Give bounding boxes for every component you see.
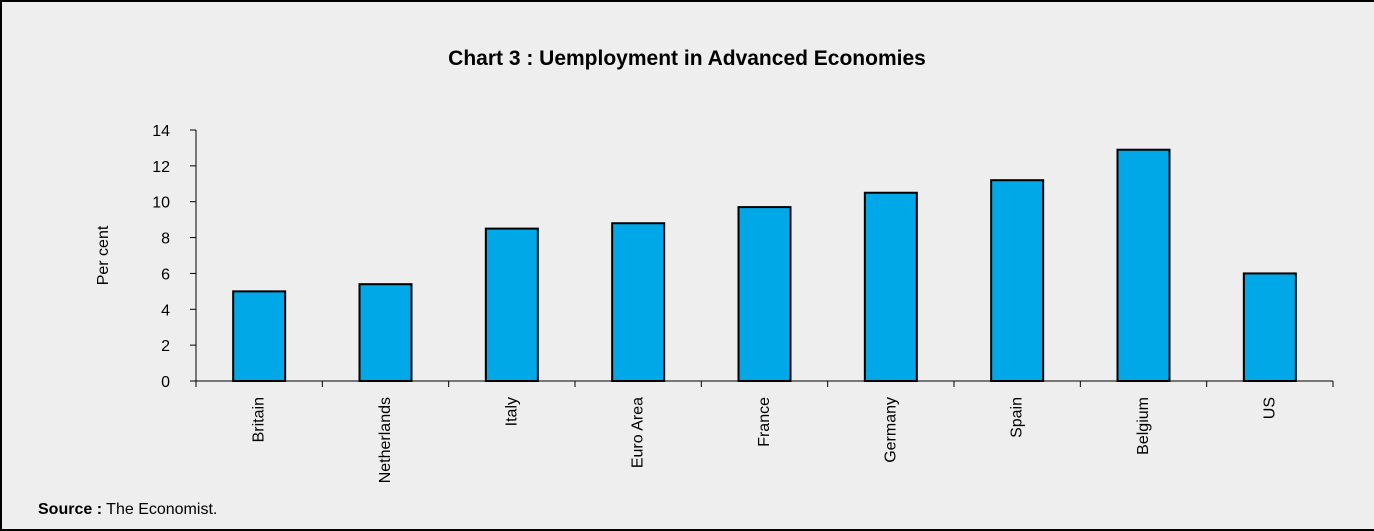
bar-netherlands — [358, 283, 413, 382]
x-tick-label: Germany — [882, 397, 899, 463]
y-tick-label: 10 — [152, 195, 170, 212]
bar-spain — [990, 179, 1045, 382]
x-tick-label: US — [1261, 397, 1278, 419]
bar-france — [737, 206, 792, 382]
y-tick-label: 8 — [161, 231, 170, 248]
bars — [232, 148, 1297, 383]
x-tick-label: France — [756, 397, 773, 447]
x-tick-label: Spain — [1009, 397, 1026, 438]
x-tick-label: Britain — [251, 397, 268, 442]
y-axis-ticks: 0 2 4 6 8 10 12 14 — [152, 123, 196, 391]
y-tick-label: 14 — [152, 123, 170, 140]
x-tick-label: Belgium — [1135, 397, 1152, 455]
x-tick-label: Netherlands — [377, 397, 394, 483]
chart-title: Chart 3 : Uemployment in Advanced Econom… — [448, 47, 926, 70]
bar-belgium — [1116, 148, 1171, 382]
y-axis-label: Per cent — [95, 225, 112, 285]
bar-euro-area — [611, 222, 666, 382]
y-tick-label: 4 — [161, 302, 170, 319]
y-tick-label: 2 — [161, 338, 170, 355]
y-tick-label: 0 — [161, 374, 170, 391]
bar-britain — [232, 290, 287, 383]
bar-germany — [863, 191, 918, 382]
x-axis-ticks: Britain Netherlands Italy Euro Area France Ge… — [195, 381, 1334, 483]
x-tick-label: Euro Area — [630, 397, 647, 468]
source-text: The Economist. — [106, 501, 218, 518]
x-tick-label: Italy — [503, 397, 520, 426]
y-tick-label: 12 — [152, 159, 170, 176]
source-note: Source : The Economist. — [38, 501, 217, 519]
bar-italy — [484, 227, 539, 382]
y-tick-label: 6 — [161, 266, 170, 283]
source-label: Source : — [38, 501, 103, 518]
bar-us — [1242, 272, 1297, 382]
